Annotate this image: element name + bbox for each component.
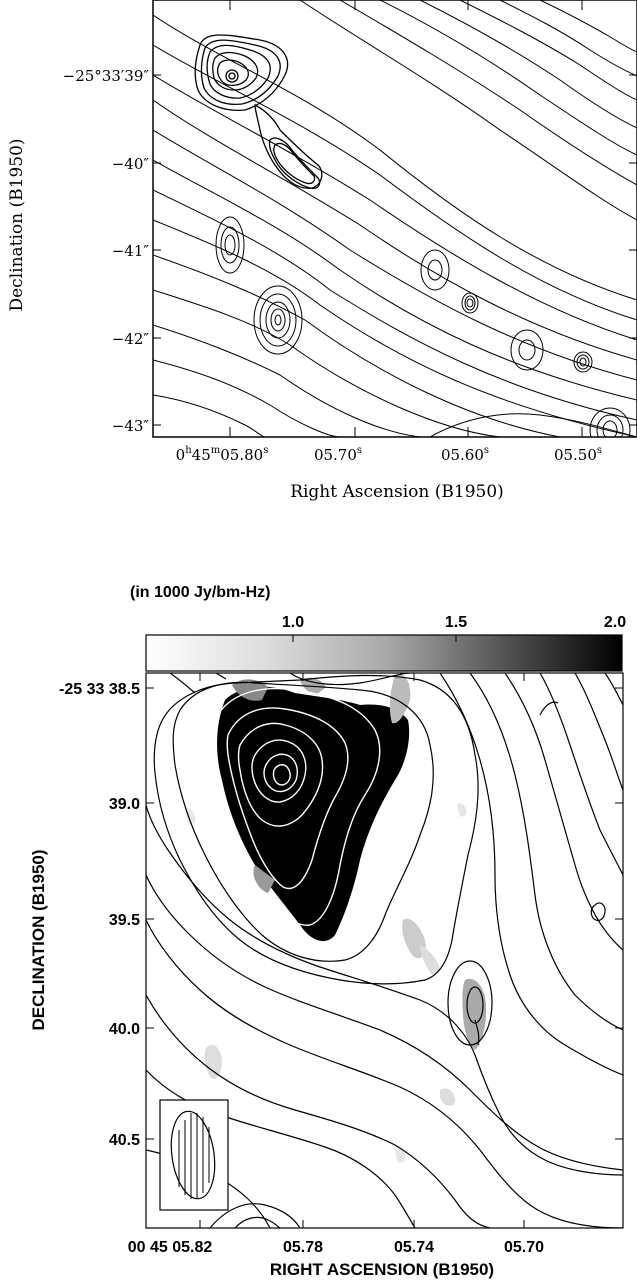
colorbar-tick-label: 1.0 <box>282 614 304 631</box>
bottom-y-tick-label: -25 33 38.5 <box>59 681 140 698</box>
bottom-y-tick-label: 39.5 <box>109 912 140 929</box>
top-x-tick-label: 05.60s <box>441 445 489 464</box>
bottom-y-tick-label: 40.5 <box>109 1132 140 1149</box>
top-x-tick-label: 0h45m05.80s <box>176 445 269 464</box>
black-contour-lines <box>146 673 623 1228</box>
top-bright-source-contours <box>194 34 323 190</box>
top-y-tick-label: −40″ <box>112 155 150 173</box>
beam-indicator <box>159 1099 229 1211</box>
top-x-tick-label: 05.50s <box>554 445 602 464</box>
colorbar-tick-label: 1.5 <box>445 614 467 631</box>
bottom-x-tick-label: 05.70 <box>504 1239 544 1256</box>
top-x-tick-label: 05.70s <box>314 445 362 464</box>
top-contour-map: −25°33′39″ −40″ −41″ −42″ −43″ 0h45m05.8… <box>7 0 637 502</box>
top-knot-contours <box>215 216 631 437</box>
bottom-greyscale-contour-map: (in 1000 Jy/bm-Hz) 1.0 1.5 2.0 <box>29 584 626 1279</box>
bottom-x-tick-label: 05.74 <box>394 1239 434 1256</box>
top-x-axis-label: Right Ascension (B1950) <box>290 482 504 502</box>
top-y-tick-label: −43″ <box>112 417 150 435</box>
top-y-axis-label: Declination (B1950) <box>7 138 27 311</box>
top-y-tick-label: −41″ <box>112 242 150 260</box>
top-axis-ticks <box>153 0 637 437</box>
colorbar-tick-label: 2.0 <box>604 614 626 631</box>
bottom-y-tick-label: 40.0 <box>109 1021 140 1038</box>
top-contour-lines <box>153 0 637 437</box>
bottom-axis-ticks <box>146 673 623 1228</box>
bottom-y-axis-label: DECLINATION (B1950) <box>29 849 48 1030</box>
top-y-tick-label: −25°33′39″ <box>63 67 150 85</box>
bottom-x-axis-label: RIGHT ASCENSION (B1950) <box>270 1260 494 1279</box>
bottom-x-tick-label: 00 45 05.82 <box>128 1239 213 1256</box>
colorbar-ticks <box>292 635 621 642</box>
white-contour-lines <box>212 687 381 926</box>
bottom-x-tick-label: 05.78 <box>283 1239 323 1256</box>
colorbar <box>145 634 623 672</box>
top-plot-frame <box>152 0 637 438</box>
bottom-y-tick-label: 39.0 <box>109 796 140 813</box>
top-y-tick-label: −42″ <box>112 330 150 348</box>
colorbar-title: (in 1000 Jy/bm-Hz) <box>130 584 270 601</box>
